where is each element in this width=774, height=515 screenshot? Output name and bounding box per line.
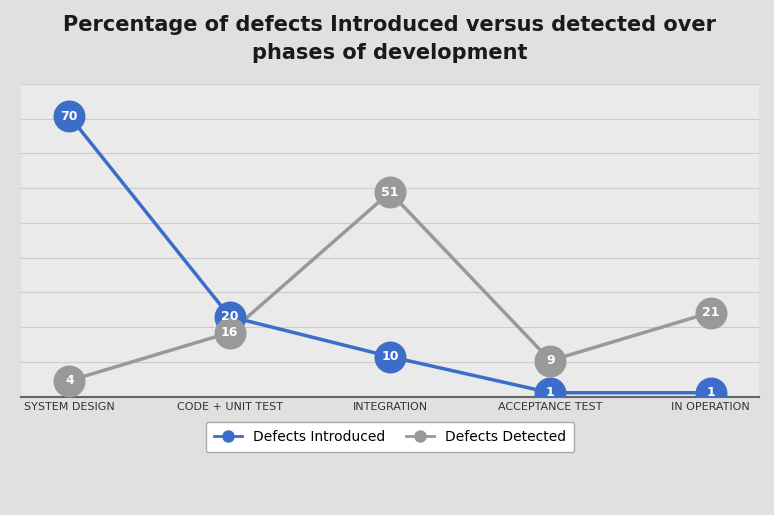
Title: Percentage of defects Introduced versus detected over
phases of development: Percentage of defects Introduced versus …: [63, 15, 717, 63]
Text: 20: 20: [221, 310, 238, 323]
Text: 9: 9: [546, 354, 555, 367]
Text: 51: 51: [382, 186, 399, 199]
Text: 21: 21: [702, 306, 719, 319]
Text: 16: 16: [221, 326, 238, 339]
Text: 70: 70: [60, 110, 78, 123]
Text: 4: 4: [65, 374, 74, 387]
Legend: Defects Introduced, Defects Detected: Defects Introduced, Defects Detected: [206, 422, 574, 452]
Text: 1: 1: [546, 386, 555, 399]
Text: 10: 10: [382, 350, 399, 363]
Text: 1: 1: [706, 386, 715, 399]
